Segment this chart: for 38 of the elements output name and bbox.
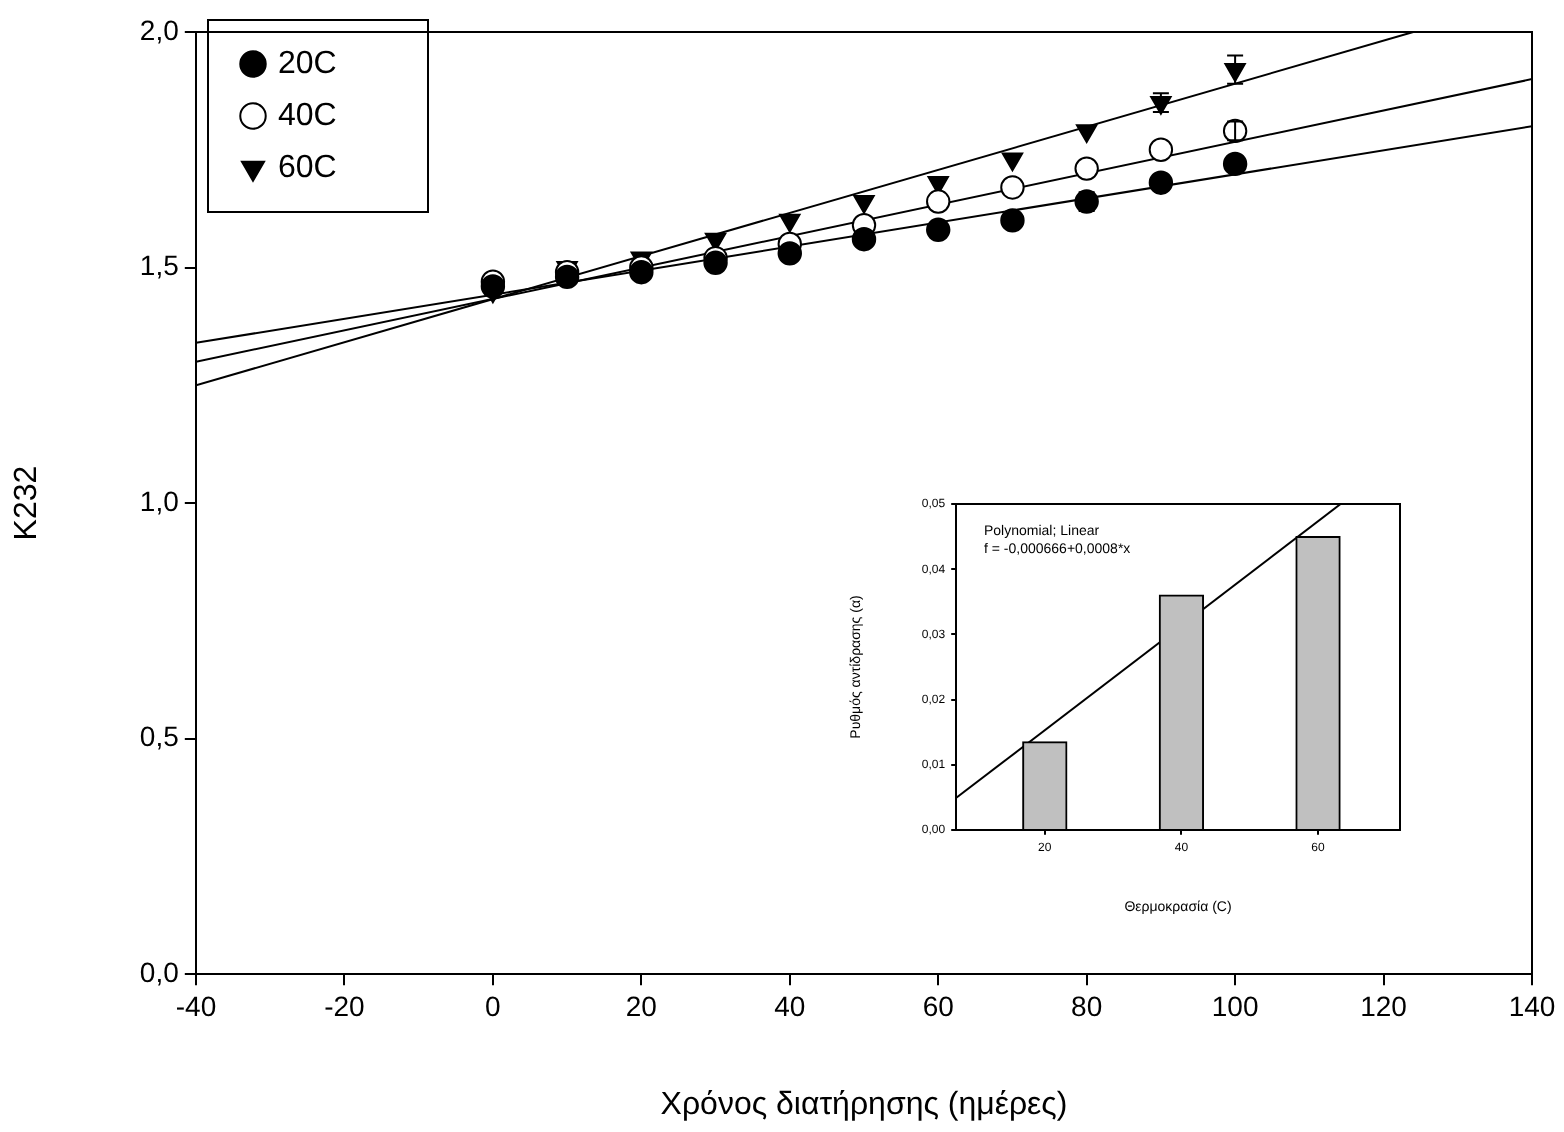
x-tick-label: 120 xyxy=(1360,989,1408,1022)
point xyxy=(554,264,580,290)
x-tick-label: 140 xyxy=(1508,989,1556,1022)
point xyxy=(480,274,506,299)
point xyxy=(1000,175,1025,200)
point xyxy=(1148,170,1174,195)
x-axis-title: Χρόνος διατήρησης (ημέρες) xyxy=(660,1087,1068,1122)
y-tick-label: 2,0 xyxy=(139,13,180,46)
y-tick-label: 1,0 xyxy=(139,484,180,517)
y-tick-label: 1,5 xyxy=(139,249,180,282)
point xyxy=(926,189,951,214)
point xyxy=(1001,152,1024,172)
point xyxy=(777,241,802,266)
point xyxy=(1000,208,1025,233)
y-axis-title: K232 xyxy=(10,465,45,541)
point xyxy=(1075,124,1098,144)
legend-label: 60C xyxy=(278,150,337,185)
y-tick-label: 0,0 xyxy=(139,955,180,988)
point xyxy=(926,217,951,243)
point xyxy=(629,260,654,285)
point xyxy=(853,194,875,214)
x-tick-label: 80 xyxy=(1071,989,1103,1022)
point xyxy=(779,213,801,233)
legend-label: 40C xyxy=(278,98,337,133)
point xyxy=(851,227,877,252)
legend-label: 20C xyxy=(278,46,337,81)
x-tick-label: 40 xyxy=(774,989,806,1022)
x-tick-label: 20 xyxy=(625,989,658,1022)
x-tick-label: -20 xyxy=(324,989,366,1022)
point xyxy=(1074,156,1099,181)
x-tick-label: 100 xyxy=(1211,989,1259,1022)
x-tick-label: -40 xyxy=(175,989,217,1022)
point xyxy=(1222,151,1248,177)
x-tick-label: 0 xyxy=(485,989,502,1022)
y-tick-label: 0,5 xyxy=(139,720,180,753)
point xyxy=(703,250,728,275)
x-tick-label: 60 xyxy=(922,989,955,1022)
point xyxy=(1148,137,1174,162)
